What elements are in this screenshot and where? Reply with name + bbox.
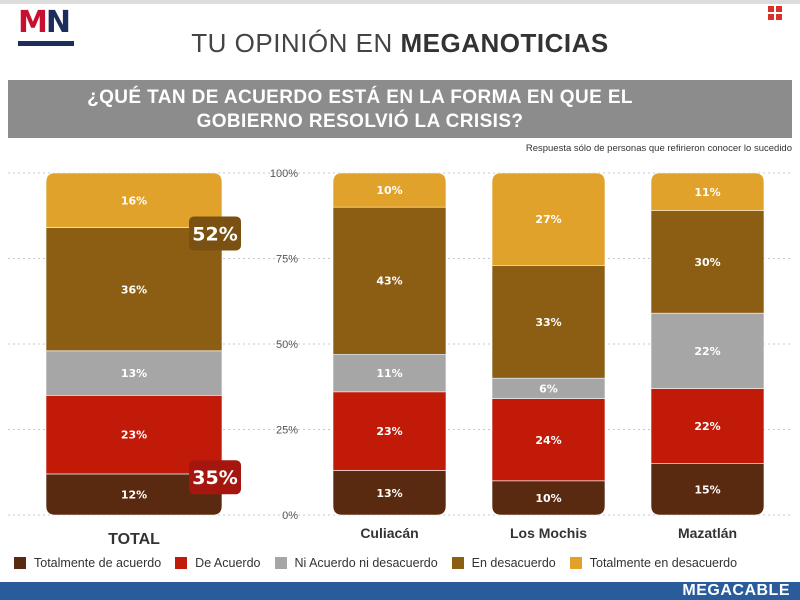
title-prefix: TU OPINIÓN EN: [191, 28, 393, 58]
y-tick-label: 0%: [282, 510, 298, 522]
legend-swatch: [569, 557, 582, 569]
data-label: 22%: [694, 420, 720, 433]
title-brand: MEGANOTICIAS: [400, 28, 609, 58]
bar-segment: [45, 172, 223, 229]
category-label: TOTAL: [108, 531, 160, 548]
y-tick-label: 25%: [276, 425, 298, 437]
footer-brand: MEGACABLE: [682, 582, 790, 599]
bar-segment: [332, 470, 447, 516]
footer-bar: [0, 582, 800, 600]
legend-label: En desacuerdo: [471, 556, 556, 570]
legend-label: Totalmente en desacuerdo: [589, 556, 738, 570]
data-label: 30%: [694, 256, 720, 269]
data-label: 11%: [376, 367, 402, 380]
data-label: 13%: [376, 487, 402, 500]
bar-segment: [650, 463, 765, 516]
data-label: 6%: [539, 382, 558, 395]
legend-item: Totalmente en desacuerdo: [569, 556, 738, 570]
page-title: TU OPINIÓN EN MEGANOTICIAS: [0, 28, 800, 59]
y-tick-label: 100%: [270, 168, 298, 180]
bar-segment: [332, 172, 447, 208]
y-tick-label: 75%: [276, 254, 298, 266]
legend-label: De Acuerdo: [195, 556, 261, 570]
legend-label: Ni Acuerdo ni desacuerdo: [294, 556, 438, 570]
total-badge: [189, 216, 241, 251]
logo-underline: [18, 41, 74, 46]
legend-swatch: [274, 557, 287, 569]
data-label: 16%: [121, 194, 147, 207]
category-label: Culiacán: [360, 525, 418, 541]
logo-letter-m: M: [18, 5, 48, 40]
bar-segment: [491, 172, 606, 266]
question-text: ¿QUÉ TAN DE ACUERDO ESTÁ EN LA FORMA EN …: [87, 87, 633, 132]
logo-letter-n: N: [45, 5, 71, 40]
y-tick-label: 50%: [276, 339, 298, 351]
top-edge: [0, 0, 800, 4]
stacked-bar-chart: 0% 25% 50% 75% 100% 12% 23% 13% 36% 16% TOTAL 13% 23…: [8, 168, 792, 548]
data-label: 10%: [535, 492, 561, 505]
data-label: 11%: [694, 186, 720, 199]
total-badge-label: 35%: [192, 467, 237, 489]
total-badge: [189, 460, 241, 495]
legend-item: Totalmente de acuerdo: [14, 556, 161, 570]
legend-swatch: [451, 557, 464, 569]
respondent-note: Respuesta sólo de personas que refiriero…: [525, 143, 792, 154]
legend-swatch: [175, 557, 188, 569]
bar-segment: [650, 172, 765, 211]
chart-legend: Totalmente de acuerdo De Acuerdo Ni Acuerd…: [14, 556, 751, 570]
data-label: 33%: [535, 316, 561, 329]
data-label: 10%: [376, 184, 402, 197]
data-label: 43%: [376, 275, 402, 288]
data-label: 23%: [121, 429, 147, 442]
category-label: Los Mochis: [510, 525, 587, 541]
legend-item: En desacuerdo: [451, 556, 556, 570]
legend-swatch: [14, 557, 26, 569]
data-label: 15%: [694, 483, 720, 496]
data-label: 23%: [376, 425, 402, 438]
data-label: 13%: [121, 367, 147, 380]
data-label: 12%: [121, 488, 147, 501]
question-banner: ¿QUÉ TAN DE ACUERDO ESTÁ EN LA FORMA EN …: [8, 80, 792, 138]
legend-label: Totalmente de acuerdo: [34, 556, 162, 570]
grid-icon: [768, 6, 782, 20]
category-label: Mazatlán: [678, 525, 737, 541]
data-label: 22%: [694, 345, 720, 358]
data-label: 36%: [121, 283, 147, 296]
legend-item: Ni Acuerdo ni desacuerdo: [274, 556, 438, 570]
meganoticias-logo: MN: [18, 6, 76, 48]
bar-segment: [491, 480, 606, 516]
total-badge-label: 52%: [192, 223, 237, 245]
bar-segment: [45, 473, 223, 516]
data-label: 24%: [535, 434, 561, 447]
legend-item: De Acuerdo: [175, 556, 261, 570]
data-label: 27%: [535, 213, 561, 226]
